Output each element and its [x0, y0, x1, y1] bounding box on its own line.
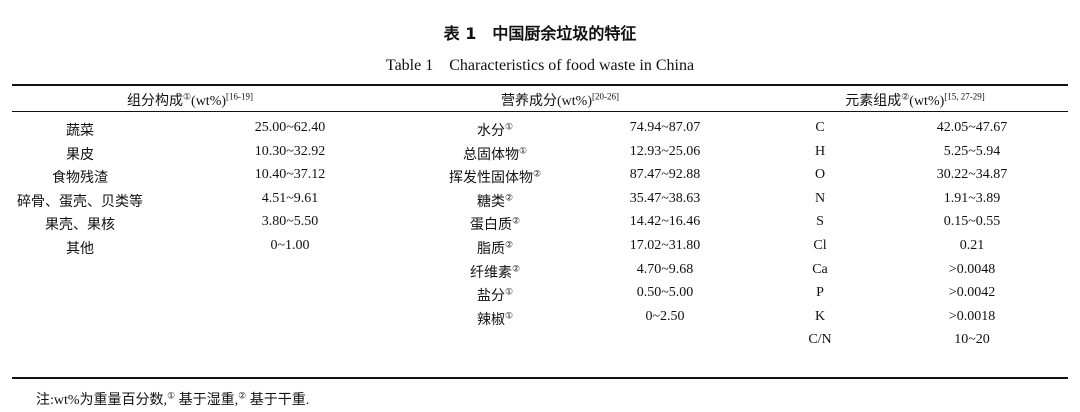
- element-value: >0.0048: [948, 261, 996, 277]
- table-subtitle: Table 1 Characteristics of food waste in…: [385, 57, 695, 74]
- bottom-rule: [12, 377, 1068, 379]
- nutrient-value: 35.47~38.63: [629, 190, 701, 206]
- nutrient-value: 0.50~5.00: [636, 285, 694, 301]
- top-rule: [12, 84, 1068, 86]
- composition-name: 碎骨、蛋壳、贝类等: [17, 194, 143, 210]
- table-title: 表 1 中国厨余垃圾的特征: [443, 24, 637, 43]
- nutrient-name: 总固体物①: [462, 144, 528, 163]
- composition-name: 其他: [66, 242, 94, 257]
- composition-value: 3.80~5.50: [261, 214, 319, 230]
- column-header: 营养成分(wt%)[20-26]: [501, 91, 619, 109]
- column-header: 元素组成②(wt%)[15, 27-29]: [845, 91, 985, 109]
- nutrient-name: 挥发性固体物②: [448, 168, 542, 187]
- composition-value: 0~1.00: [270, 238, 310, 253]
- element-name: S: [816, 214, 824, 230]
- element-value: 0.15~0.55: [943, 214, 1001, 230]
- header-rule: [12, 111, 1068, 112]
- element-value: >0.0042: [948, 285, 996, 301]
- nutrient-value: 4.70~9.68: [636, 261, 694, 277]
- element-value: 0.21: [959, 238, 985, 253]
- element-name: K: [814, 308, 826, 324]
- nutrient-value: 87.47~92.88: [629, 167, 701, 183]
- element-value: 10~20: [954, 332, 990, 348]
- nutrient-value: 74.94~87.07: [629, 120, 701, 135]
- element-value: 1.91~3.89: [943, 190, 1001, 206]
- composition-value: 10.30~32.92: [254, 143, 326, 159]
- element-name: O: [814, 167, 826, 183]
- element-name: P: [816, 285, 824, 301]
- nutrient-value: 0~2.50: [645, 308, 685, 324]
- composition-name: 食物残渣: [52, 171, 108, 187]
- nutrient-name: 蛋白质②: [469, 215, 521, 234]
- element-name: Ca: [812, 261, 828, 277]
- nutrient-value: 17.02~31.80: [629, 238, 701, 253]
- element-name: Cl: [813, 238, 827, 253]
- element-value: 42.05~47.67: [936, 120, 1008, 135]
- composition-value: 10.40~37.12: [254, 167, 326, 183]
- element-name: N: [814, 190, 826, 206]
- nutrient-name: 盐分①: [476, 286, 514, 305]
- element-name: H: [814, 143, 826, 159]
- column-header: 组分构成①(wt%)[16-19]: [126, 91, 254, 109]
- element-name: C: [815, 120, 825, 135]
- nutrient-name: 水分①: [476, 121, 514, 139]
- composition-value: 4.51~9.61: [261, 190, 319, 206]
- element-name: C/N: [808, 332, 832, 348]
- composition-name: 蔬菜: [66, 124, 94, 139]
- element-value: 30.22~34.87: [936, 167, 1008, 183]
- nutrient-value: 14.42~16.46: [629, 214, 701, 230]
- nutrient-name: 脂质②: [476, 239, 514, 257]
- nutrient-name: 糖类②: [476, 192, 514, 210]
- composition-value: 25.00~62.40: [254, 120, 326, 135]
- composition-name: 果壳、果核: [45, 218, 115, 234]
- table-note: 注:wt%为重量百分数,① 基于湿重,② 基于干重.: [36, 390, 310, 408]
- nutrient-name: 辣椒①: [476, 310, 514, 328]
- nutrient-name: 纤维素②: [469, 262, 521, 281]
- composition-name: 果皮: [66, 147, 94, 163]
- element-value: 5.25~5.94: [943, 143, 1001, 159]
- element-value: >0.0018: [948, 308, 996, 324]
- nutrient-value: 12.93~25.06: [629, 143, 701, 159]
